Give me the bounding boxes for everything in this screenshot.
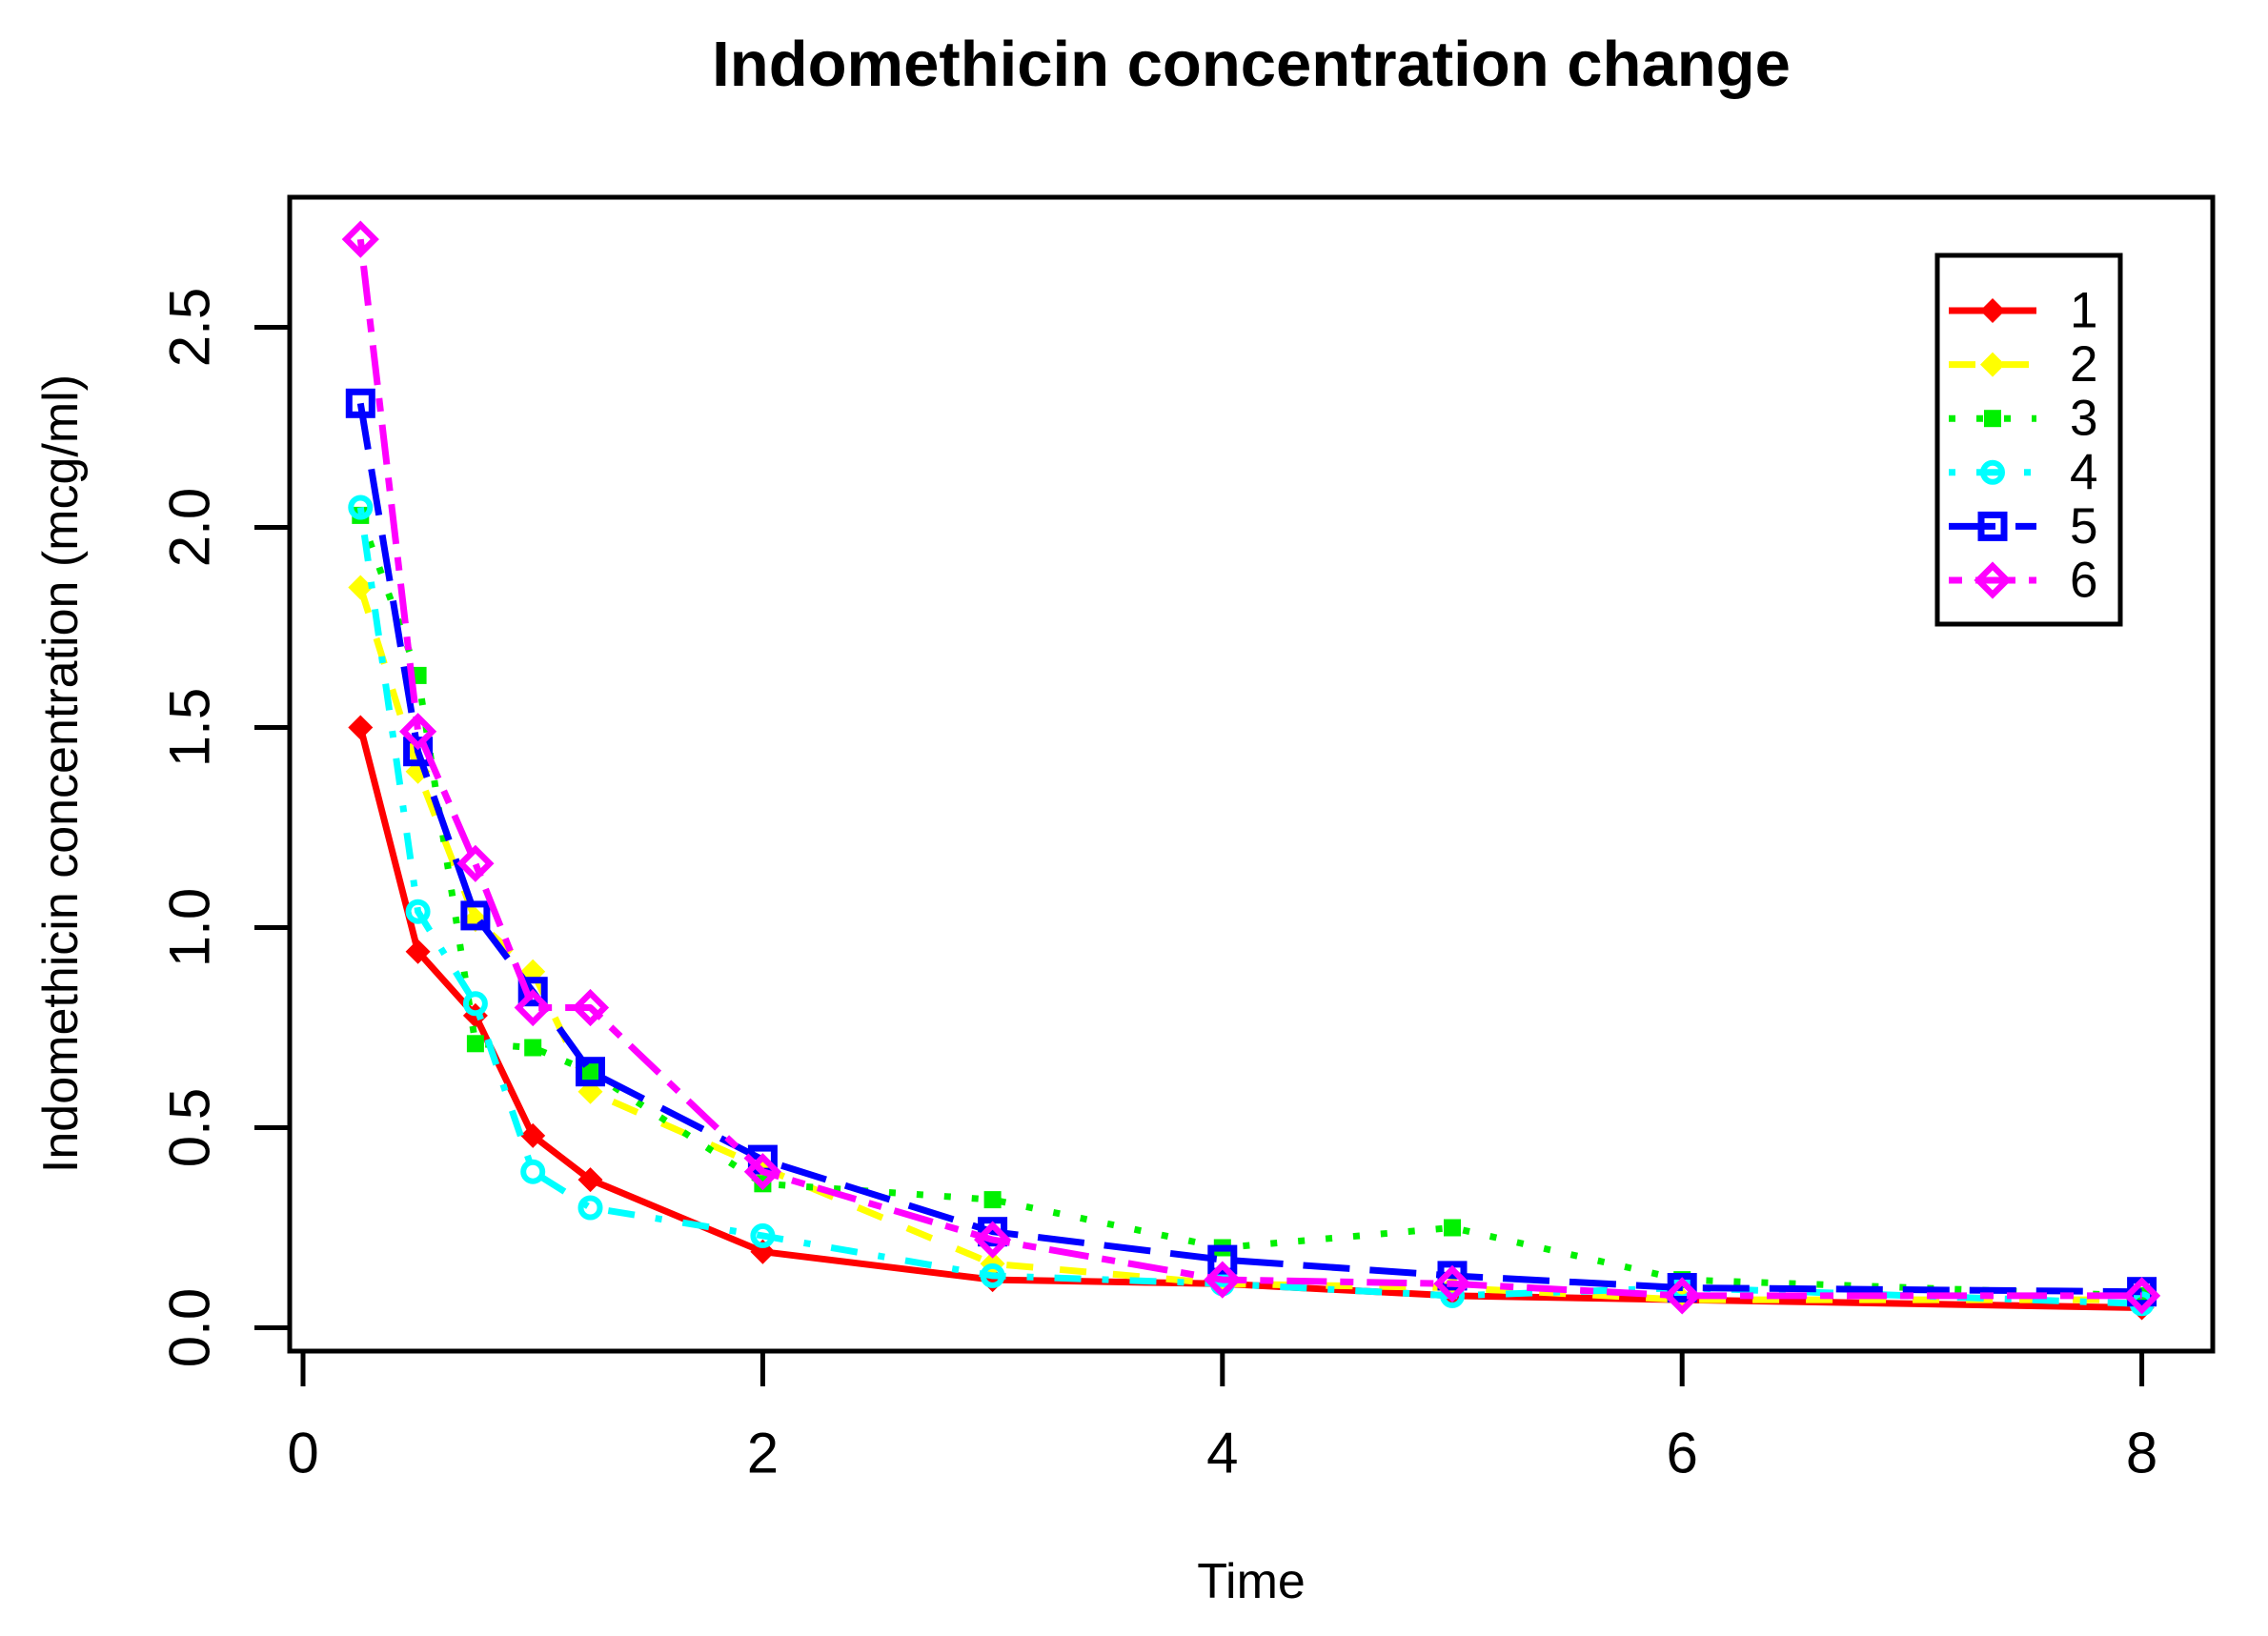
series-6-marker-open-diamond xyxy=(1204,1261,1242,1299)
x-tick-label: 0 xyxy=(287,1422,318,1485)
y-tick-label: 0.5 xyxy=(158,1088,222,1167)
legend-label: 1 xyxy=(2070,283,2097,339)
series-5-marker-open-square xyxy=(1437,1261,1468,1291)
y-tick-label: 1.5 xyxy=(158,688,222,767)
y-tick-label: 2.0 xyxy=(158,488,222,567)
series-line-6 xyxy=(356,238,2142,1300)
series-line-5 xyxy=(356,402,2142,1296)
series-3-marker-filled-square xyxy=(1444,1219,1461,1237)
series-1-marker-filled-diamond xyxy=(348,715,374,740)
x-tick-label: 4 xyxy=(1206,1422,1238,1485)
series-1-marker-filled-diamond xyxy=(520,1122,546,1148)
series-6-marker-open-diamond xyxy=(341,220,379,258)
series-4-marker-open-circle xyxy=(348,495,374,520)
series-line-4 xyxy=(356,507,2142,1307)
series-line-3 xyxy=(357,514,2142,1300)
series-5-marker-open-square xyxy=(517,977,548,1007)
y-axis-label: Indomethicin concentration (mcg/ml) xyxy=(33,374,89,1174)
y-tick-label: 2.5 xyxy=(158,288,222,367)
plot-border xyxy=(287,194,2216,1354)
series-3-marker-filled-square xyxy=(581,1062,599,1081)
series-6-marker-open-diamond xyxy=(456,844,495,882)
series-4-marker-open-circle xyxy=(980,1262,1005,1288)
series-2-marker-filled-diamond xyxy=(348,575,374,600)
legend-marker-open-diamond xyxy=(1974,561,2012,599)
x-axis-label: Time xyxy=(1197,1554,1306,1609)
series-4-marker-open-circle xyxy=(462,991,488,1017)
chart-title: Indomethicin concentration change xyxy=(712,29,1791,100)
series-line-1 xyxy=(356,726,2142,1311)
series-4-marker-open-circle xyxy=(750,1222,776,1248)
legend-marker-open-circle xyxy=(1980,459,2005,485)
series-4-marker-open-circle xyxy=(520,1159,546,1184)
x-tick-label: 8 xyxy=(2126,1422,2157,1485)
legend-label: 3 xyxy=(2070,391,2097,447)
legend-label: 5 xyxy=(2070,498,2097,555)
legend-marker-filled-diamond xyxy=(1980,298,2005,323)
series-3-marker-filled-square xyxy=(524,1039,542,1057)
series-5-marker-open-square xyxy=(1667,1273,1697,1303)
x-tick-label: 6 xyxy=(1667,1422,1698,1485)
legend-marker-filled-square xyxy=(1984,410,2001,428)
series-6-marker-open-diamond xyxy=(2123,1277,2161,1315)
series-5-marker-open-square xyxy=(978,1217,1008,1247)
legend-label: 4 xyxy=(2070,444,2097,500)
series-3-marker-filled-square xyxy=(466,1035,484,1053)
y-tick-label: 0.0 xyxy=(158,1288,222,1367)
series-3-marker-filled-square xyxy=(983,1191,1002,1209)
series-6-marker-open-diamond xyxy=(1663,1277,1701,1315)
series-6-marker-open-diamond xyxy=(974,1221,1012,1259)
series-5-marker-open-square xyxy=(460,900,491,931)
series-6-marker-open-diamond xyxy=(743,1153,781,1191)
series-6-marker-open-diamond xyxy=(514,988,552,1027)
series-6-marker-open-diamond xyxy=(399,713,437,751)
series-6-marker-open-diamond xyxy=(1433,1264,1471,1303)
series-4-marker-open-circle xyxy=(405,899,431,924)
series-5-marker-open-square xyxy=(576,1057,605,1087)
series-1-marker-filled-diamond xyxy=(405,939,431,964)
series-1-marker-filled-diamond xyxy=(577,1167,603,1193)
y-tick-label: 1.0 xyxy=(158,888,222,967)
legend-label: 2 xyxy=(2070,336,2097,393)
legend-marker-open-square xyxy=(1977,511,2008,541)
series-4-marker-open-circle xyxy=(577,1195,603,1221)
series-5-marker-open-square xyxy=(345,388,375,418)
series-6-marker-open-diamond xyxy=(571,988,610,1027)
x-tick-label: 2 xyxy=(747,1422,779,1485)
legend-marker-filled-diamond xyxy=(1980,352,2005,377)
legend-label: 6 xyxy=(2070,553,2097,609)
legend-box xyxy=(1934,252,2123,627)
series-5-marker-open-square xyxy=(1207,1244,1238,1275)
